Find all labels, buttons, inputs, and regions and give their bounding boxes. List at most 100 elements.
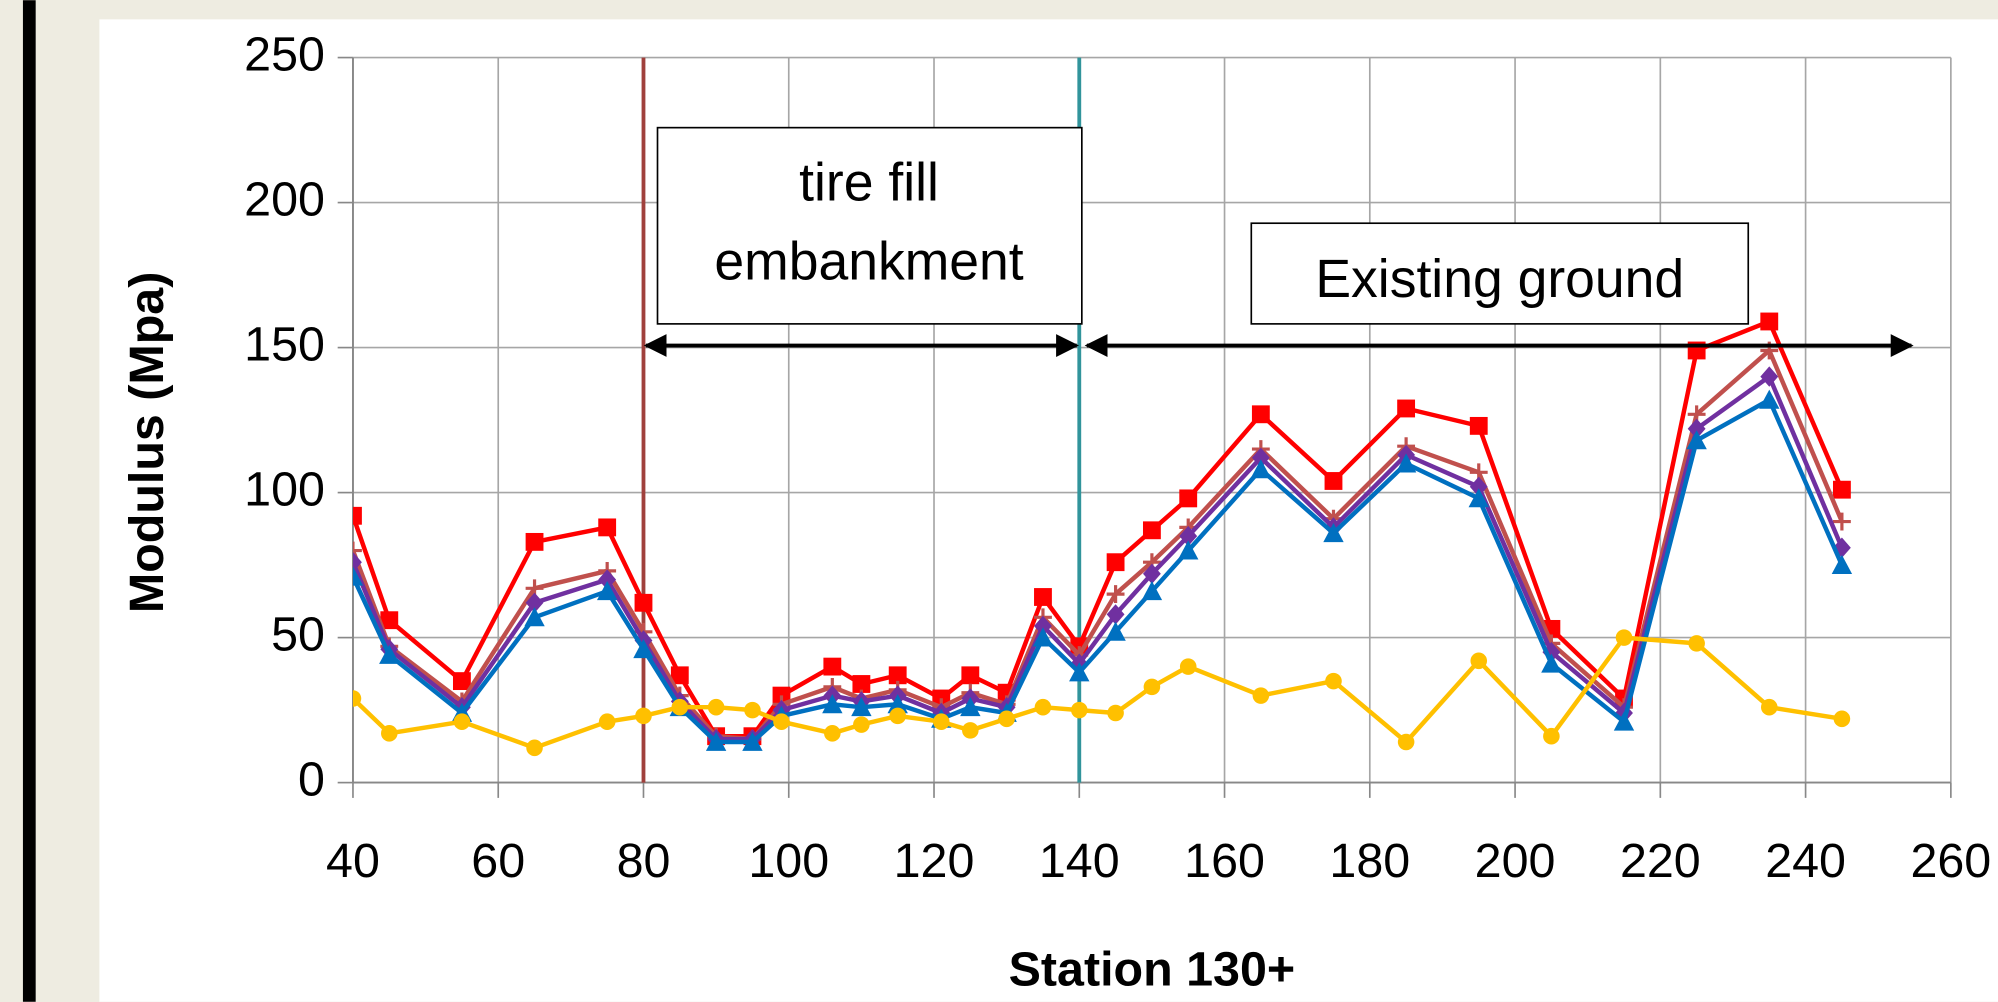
marker <box>1034 588 1052 606</box>
marker <box>635 707 652 725</box>
marker <box>1833 710 1851 728</box>
marker <box>1034 698 1052 716</box>
marker <box>1105 621 1126 641</box>
marker <box>525 532 544 551</box>
marker <box>1470 652 1488 670</box>
marker <box>596 581 618 601</box>
marker <box>744 701 761 719</box>
marker <box>887 694 908 714</box>
y-tick-label: 100 <box>244 462 325 516</box>
series-line <box>352 348 1844 742</box>
marker <box>1032 627 1054 647</box>
annotation-box <box>1250 222 1750 325</box>
marker <box>707 698 725 716</box>
marker <box>1832 480 1851 499</box>
marker <box>380 725 398 742</box>
marker <box>1615 629 1633 646</box>
marker <box>525 592 544 613</box>
marker <box>1395 453 1417 473</box>
x-tick-label: 260 <box>1910 834 1991 888</box>
marker <box>380 611 399 630</box>
marker <box>453 713 471 730</box>
marker <box>932 713 950 730</box>
marker <box>1069 662 1090 682</box>
x-tick-label: 140 <box>1039 834 1120 888</box>
marker <box>1107 704 1124 722</box>
marker <box>598 713 616 730</box>
marker <box>1070 701 1088 719</box>
marker <box>1759 389 1780 409</box>
marker <box>1106 553 1125 572</box>
marker <box>598 569 617 590</box>
y-tick-label: 0 <box>298 752 325 806</box>
marker <box>1397 399 1416 418</box>
plot-lines <box>352 312 1853 757</box>
marker <box>598 518 617 537</box>
marker <box>1469 416 1488 435</box>
marker <box>853 716 870 733</box>
marker <box>352 506 362 525</box>
marker <box>962 722 979 739</box>
x-tick-label: 60 <box>471 834 525 888</box>
marker <box>1468 488 1489 508</box>
marker <box>352 690 362 707</box>
marker <box>742 731 763 751</box>
marker <box>670 666 689 685</box>
marker <box>1542 641 1561 663</box>
marker <box>1252 687 1270 704</box>
marker <box>1324 472 1343 490</box>
annotation-text: Existing ground <box>1315 250 1684 309</box>
marker <box>1832 512 1851 531</box>
marker <box>1469 476 1488 497</box>
marker <box>633 639 654 659</box>
x-tick-label: 200 <box>1475 834 1556 888</box>
y-axis-title: Modulus (Mpa) <box>120 272 174 613</box>
x-tick-label: 120 <box>894 834 975 888</box>
marker <box>888 666 907 685</box>
marker <box>998 710 1015 728</box>
y-tick-label: 50 <box>271 607 325 661</box>
marker <box>1323 522 1344 543</box>
marker <box>1397 733 1415 751</box>
marker <box>1541 653 1562 673</box>
marker <box>1141 581 1163 601</box>
x-tick-label: 180 <box>1329 834 1410 888</box>
marker <box>524 607 545 627</box>
marker <box>1686 430 1707 450</box>
y-tick-label: 200 <box>244 172 325 226</box>
marker <box>1179 525 1198 547</box>
marker <box>1251 405 1270 424</box>
marker <box>1179 658 1197 675</box>
marker <box>1142 521 1161 540</box>
marker <box>1142 563 1161 584</box>
marker <box>352 551 362 573</box>
y-tick-label: 250 <box>244 27 325 81</box>
marker <box>1760 312 1779 331</box>
x-tick-label: 160 <box>1184 834 1265 888</box>
marker <box>1250 459 1272 479</box>
marker <box>526 739 543 757</box>
marker <box>1543 727 1560 745</box>
marker <box>1143 678 1161 696</box>
marker <box>452 672 471 691</box>
series-line <box>352 374 1844 742</box>
x-tick-label: 240 <box>1765 834 1846 888</box>
annotation-box <box>656 126 1083 325</box>
marker <box>634 593 653 612</box>
marker <box>822 694 843 714</box>
annotation-text: tire fill <box>799 153 939 212</box>
marker <box>379 644 400 664</box>
marker <box>1106 585 1125 604</box>
marker <box>824 725 841 742</box>
marker <box>1688 635 1705 652</box>
marker <box>961 666 980 685</box>
x-tick-label: 80 <box>617 834 671 888</box>
marker <box>851 697 872 717</box>
marker <box>1613 711 1635 731</box>
marker <box>1760 698 1778 716</box>
marker <box>352 566 364 586</box>
marker <box>1687 418 1706 439</box>
side-bar <box>22 0 36 1002</box>
